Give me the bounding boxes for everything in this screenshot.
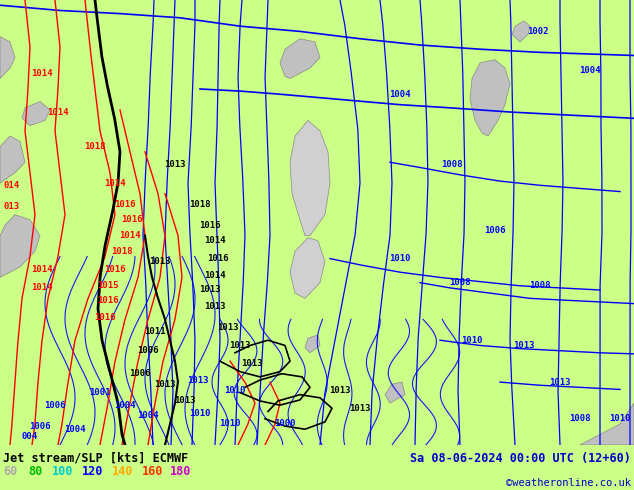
Text: 1010: 1010 bbox=[609, 414, 631, 423]
Text: 1013: 1013 bbox=[174, 396, 196, 405]
Text: 004: 004 bbox=[22, 432, 38, 441]
Text: 014: 014 bbox=[4, 181, 20, 190]
Text: 1014: 1014 bbox=[204, 271, 226, 280]
Text: 1010: 1010 bbox=[190, 409, 210, 418]
Text: 1014: 1014 bbox=[31, 265, 53, 273]
Text: 1016: 1016 bbox=[121, 215, 143, 224]
Text: 1016: 1016 bbox=[114, 199, 136, 209]
Text: 1016: 1016 bbox=[104, 265, 126, 273]
Text: 1001: 1001 bbox=[89, 388, 111, 397]
Text: 1008: 1008 bbox=[450, 278, 471, 287]
Text: 100: 100 bbox=[52, 465, 74, 478]
Text: 1013: 1013 bbox=[217, 323, 239, 332]
Text: 1016: 1016 bbox=[199, 220, 221, 230]
Text: 1013: 1013 bbox=[230, 341, 251, 350]
Text: 1010: 1010 bbox=[462, 336, 482, 345]
Text: 1014: 1014 bbox=[31, 283, 53, 293]
Text: 1014: 1014 bbox=[119, 231, 141, 240]
Text: 1018: 1018 bbox=[84, 142, 106, 151]
Polygon shape bbox=[512, 21, 530, 42]
Polygon shape bbox=[0, 136, 25, 183]
Text: 1014: 1014 bbox=[104, 179, 126, 188]
Text: 1013: 1013 bbox=[329, 386, 351, 395]
Text: 1002: 1002 bbox=[527, 27, 549, 36]
Text: 1013: 1013 bbox=[154, 380, 176, 389]
Text: 1004: 1004 bbox=[114, 401, 136, 410]
Text: 1014: 1014 bbox=[48, 107, 68, 117]
Text: 1011: 1011 bbox=[145, 327, 165, 336]
Text: Jet stream/SLP [kts] ECMWF: Jet stream/SLP [kts] ECMWF bbox=[3, 452, 188, 465]
Polygon shape bbox=[290, 121, 330, 236]
Text: Sa 08-06-2024 00:00 UTC (12+60): Sa 08-06-2024 00:00 UTC (12+60) bbox=[410, 452, 631, 465]
Text: 1013: 1013 bbox=[549, 378, 571, 387]
Text: 1018: 1018 bbox=[111, 247, 133, 256]
Text: 1008: 1008 bbox=[441, 160, 463, 169]
Text: 1008: 1008 bbox=[569, 414, 591, 423]
Text: 1015: 1015 bbox=[97, 281, 119, 290]
Text: 1013: 1013 bbox=[514, 341, 534, 350]
Text: 1014: 1014 bbox=[31, 69, 53, 78]
Text: 1018: 1018 bbox=[190, 199, 210, 209]
Text: 1004: 1004 bbox=[579, 66, 601, 74]
Polygon shape bbox=[290, 238, 325, 298]
Text: 1013: 1013 bbox=[149, 257, 171, 266]
Text: 1004: 1004 bbox=[389, 90, 411, 98]
Text: 1006: 1006 bbox=[29, 421, 51, 431]
Text: 1004: 1004 bbox=[137, 411, 158, 420]
Polygon shape bbox=[580, 403, 634, 445]
Text: 1004: 1004 bbox=[64, 425, 86, 434]
Text: 013: 013 bbox=[4, 202, 20, 211]
Polygon shape bbox=[385, 382, 405, 403]
Polygon shape bbox=[470, 60, 510, 136]
Text: 1006: 1006 bbox=[129, 369, 151, 378]
Text: 60: 60 bbox=[3, 465, 17, 478]
Text: 1006: 1006 bbox=[137, 346, 158, 355]
Text: 1010: 1010 bbox=[224, 386, 246, 395]
Text: 1013: 1013 bbox=[164, 160, 186, 169]
Text: 1016: 1016 bbox=[207, 254, 229, 263]
Text: 120: 120 bbox=[82, 465, 103, 478]
Polygon shape bbox=[0, 37, 15, 78]
Polygon shape bbox=[0, 215, 40, 277]
Text: 1010: 1010 bbox=[389, 254, 411, 263]
Text: 1013: 1013 bbox=[242, 359, 262, 368]
Text: 1000: 1000 bbox=[275, 419, 295, 428]
Text: 1006: 1006 bbox=[44, 401, 66, 410]
Text: 160: 160 bbox=[142, 465, 164, 478]
Text: 180: 180 bbox=[170, 465, 191, 478]
Polygon shape bbox=[280, 39, 320, 78]
Text: 1013: 1013 bbox=[349, 404, 371, 413]
Text: 1013: 1013 bbox=[199, 286, 221, 294]
Text: 80: 80 bbox=[28, 465, 42, 478]
Text: 1016: 1016 bbox=[94, 313, 116, 322]
Text: ©weatheronline.co.uk: ©weatheronline.co.uk bbox=[506, 478, 631, 488]
Text: 140: 140 bbox=[112, 465, 133, 478]
Text: 1016: 1016 bbox=[97, 296, 119, 305]
Text: 1013: 1013 bbox=[187, 375, 209, 385]
Text: 1013: 1013 bbox=[204, 302, 226, 311]
Text: 1010: 1010 bbox=[219, 419, 241, 428]
Text: 1014: 1014 bbox=[204, 236, 226, 245]
Polygon shape bbox=[22, 101, 50, 125]
Polygon shape bbox=[305, 335, 320, 353]
Text: 1008: 1008 bbox=[529, 281, 551, 290]
Text: 1006: 1006 bbox=[484, 226, 506, 235]
